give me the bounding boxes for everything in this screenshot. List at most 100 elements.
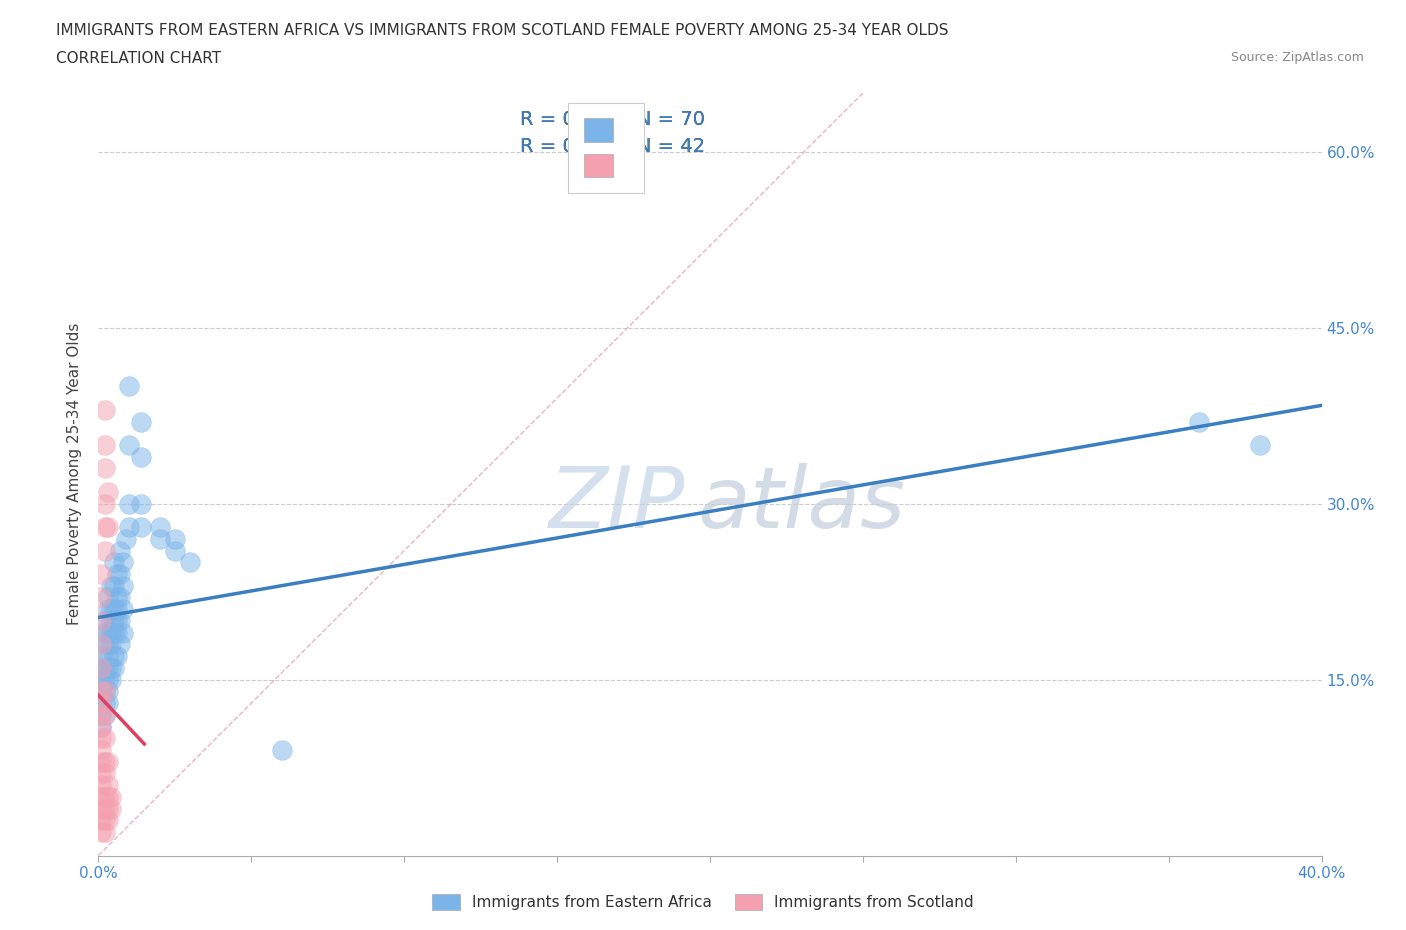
Point <box>93 497 115 512</box>
Point <box>1249 437 1271 452</box>
Point <box>90 649 112 664</box>
Point <box>97 520 120 535</box>
Point <box>105 614 128 629</box>
Point <box>97 684 120 698</box>
Point <box>103 614 125 629</box>
Point <box>93 614 115 629</box>
Point <box>90 696 112 711</box>
Point <box>100 625 122 640</box>
Point <box>90 708 112 723</box>
Point <box>100 802 122 817</box>
Point <box>129 414 152 429</box>
Point <box>118 437 141 452</box>
Point <box>93 731 115 746</box>
Point <box>93 696 115 711</box>
Text: Source: ZipAtlas.com: Source: ZipAtlas.com <box>1230 51 1364 64</box>
Point <box>90 660 112 675</box>
Point <box>90 766 112 781</box>
Point <box>97 813 120 828</box>
Point <box>97 696 120 711</box>
Point <box>90 708 112 723</box>
Point <box>93 625 115 640</box>
Text: ZIP: ZIP <box>550 463 686 546</box>
Point <box>90 696 112 711</box>
Point <box>93 684 115 698</box>
Text: CORRELATION CHART: CORRELATION CHART <box>56 51 221 66</box>
Point <box>129 520 152 535</box>
Point <box>115 531 138 546</box>
Point <box>90 754 112 769</box>
Point <box>93 708 115 723</box>
Point <box>129 449 152 464</box>
Point <box>108 543 131 558</box>
Legend: , : , <box>568 102 644 193</box>
Point <box>100 660 122 675</box>
Point <box>93 660 115 675</box>
Point <box>90 742 112 757</box>
Point <box>103 649 125 664</box>
Point <box>90 660 112 675</box>
Point <box>105 590 128 604</box>
Point <box>97 637 120 652</box>
Point <box>97 754 120 769</box>
Point <box>100 614 122 629</box>
Point <box>90 614 112 629</box>
Point <box>90 672 112 687</box>
Point <box>105 649 128 664</box>
Point <box>97 672 120 687</box>
Point <box>90 790 112 804</box>
Point <box>93 825 115 840</box>
Point <box>90 813 112 828</box>
Point <box>93 437 115 452</box>
Text: R = 0.488   N = 70: R = 0.488 N = 70 <box>520 110 706 129</box>
Point <box>93 403 115 418</box>
Point <box>118 379 141 393</box>
Point <box>90 566 112 581</box>
Point <box>108 637 131 652</box>
Text: IMMIGRANTS FROM EASTERN AFRICA VS IMMIGRANTS FROM SCOTLAND FEMALE POVERTY AMONG : IMMIGRANTS FROM EASTERN AFRICA VS IMMIGR… <box>56 23 949 38</box>
Text: R = 0.508   N = 42: R = 0.508 N = 42 <box>520 137 706 156</box>
Point <box>100 672 122 687</box>
Point <box>93 766 115 781</box>
Point <box>90 590 112 604</box>
Y-axis label: Female Poverty Among 25-34 Year Olds: Female Poverty Among 25-34 Year Olds <box>67 323 83 626</box>
Point <box>93 461 115 476</box>
Point <box>97 790 120 804</box>
Legend: Immigrants from Eastern Africa, Immigrants from Scotland: Immigrants from Eastern Africa, Immigran… <box>425 886 981 918</box>
Point <box>111 578 134 593</box>
Point <box>90 719 112 734</box>
Point <box>90 777 112 792</box>
Point <box>93 813 115 828</box>
Point <box>93 672 115 687</box>
Point <box>111 625 134 640</box>
Point <box>97 625 120 640</box>
Point <box>105 602 128 617</box>
Point <box>97 660 120 675</box>
Point <box>93 754 115 769</box>
Point <box>149 531 172 546</box>
Point <box>97 602 120 617</box>
Point <box>90 684 112 698</box>
Point <box>93 802 115 817</box>
Point <box>97 485 120 499</box>
Point <box>103 555 125 570</box>
Point <box>93 543 115 558</box>
Point <box>100 790 122 804</box>
Point <box>90 637 112 652</box>
Point <box>103 578 125 593</box>
Point <box>108 614 131 629</box>
Text: R = 0.508   N = 42: R = 0.508 N = 42 <box>520 137 706 156</box>
Point <box>111 602 134 617</box>
Point <box>129 497 152 512</box>
Point <box>97 590 120 604</box>
Point <box>90 719 112 734</box>
Point <box>163 531 186 546</box>
Point <box>118 520 141 535</box>
Point <box>103 602 125 617</box>
Point <box>149 520 172 535</box>
Point <box>1188 414 1211 429</box>
Point <box>90 731 112 746</box>
Point <box>100 602 122 617</box>
Point <box>270 742 292 757</box>
Text: R = 0.488   N = 70: R = 0.488 N = 70 <box>520 110 706 129</box>
